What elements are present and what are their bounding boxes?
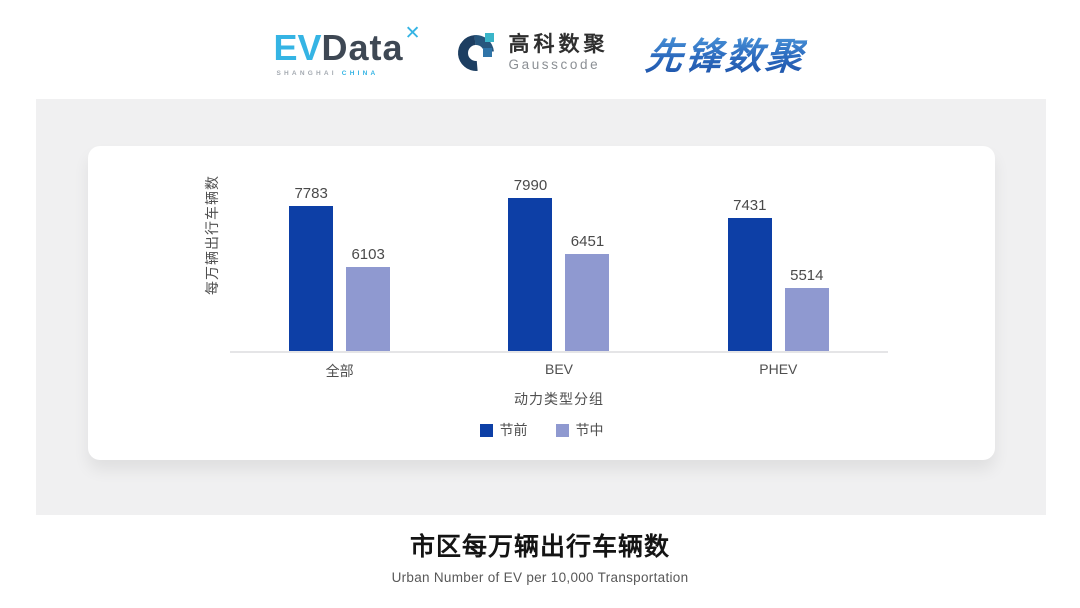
bar-value-label: 7431	[733, 197, 767, 214]
bar-value-label: 7783	[294, 185, 328, 202]
x-axis-categories: 全部 BEV PHEV	[230, 361, 888, 381]
legend-item-节中: 节中	[555, 420, 604, 440]
g-ring-square-teal	[485, 33, 495, 42]
g-ring-icon	[451, 27, 502, 79]
legend-label: 节前	[499, 422, 528, 438]
gausscode-wordmark: 高科数聚 Gausscode	[508, 32, 609, 72]
bar-group-全部: 7783 6103	[230, 185, 449, 351]
bar-value-label: 7990	[513, 177, 548, 194]
x-tick-label-全部: 全部	[325, 363, 354, 379]
gausscode-cn-text: 高科数聚	[508, 32, 609, 56]
legend: 节前 节中	[88, 420, 995, 440]
bar-rect	[565, 254, 610, 351]
bar-rect	[727, 218, 772, 351]
evdata-shanghai-text: SHANGHAI	[276, 69, 337, 77]
chart-subtitle: Urban Number of EV per 10,000 Transporta…	[391, 570, 689, 585]
bar-节前-PHEV: 7431	[727, 197, 772, 351]
bar-节前-全部: 7783	[289, 185, 334, 351]
bar-节中-全部: 6103	[346, 246, 391, 351]
gausscode-en-text: Gausscode	[508, 56, 601, 72]
legend-item-节前: 节前	[479, 420, 528, 440]
y-axis-label: 每万辆出行车辆数	[204, 175, 220, 295]
bar-value-label: 6103	[351, 246, 385, 263]
g-ring-square-blue	[483, 48, 493, 57]
chart-card: 每万辆出行车辆数 7783 6103 7990 6451 7431 5514 全部 BEV P…	[88, 146, 995, 460]
xianfeng-shuju-logo: 先锋数聚	[644, 26, 810, 80]
gausscode-logo: 高科数聚 Gausscode	[451, 27, 609, 79]
bar-value-label: 5514	[790, 267, 824, 284]
legend-label: 节中	[575, 422, 604, 438]
evdata-wordmark: EV Data ✕	[273, 24, 421, 68]
bar-rect	[508, 198, 553, 351]
footer: 市区每万辆出行车辆数 Urban Number of EV per 10,000…	[0, 527, 1080, 585]
x-tick-label-BEV: BEV	[544, 361, 573, 377]
bar-rect	[346, 267, 391, 351]
evdata-logo: EV Data ✕ SHANGHAI CHINA	[273, 24, 421, 77]
bar-group-PHEV: 7431 5514	[669, 185, 888, 351]
bar-rect	[784, 288, 829, 351]
evdata-data-text: Data	[321, 26, 404, 68]
x-star-icon: ✕	[404, 22, 421, 44]
header-logos: EV Data ✕ SHANGHAI CHINA 高科数聚 Gausscode 先锋…	[0, 16, 1080, 90]
bar-节中-PHEV: 5514	[784, 267, 829, 351]
evdata-china-text: CHINA	[341, 69, 379, 77]
bar-rect	[289, 206, 334, 351]
plot-area: 7783 6103 7990 6451 7431 5514	[230, 177, 888, 353]
evdata-ev-text: EV	[273, 26, 322, 68]
legend-swatch	[555, 423, 569, 437]
bar-value-label: 6451	[570, 233, 605, 250]
evdata-subtext: SHANGHAI CHINA	[274, 70, 379, 77]
x-tick-label-PHEV: PHEV	[759, 361, 798, 377]
chart-title: 市区每万辆出行车辆数	[409, 533, 670, 561]
bar-group-BEV: 7990 6451	[449, 177, 668, 351]
bar-节中-BEV: 6451	[565, 233, 610, 351]
chart-panel: 每万辆出行车辆数 7783 6103 7990 6451 7431 5514 全部 BEV P…	[36, 99, 1046, 515]
bar-节前-BEV: 7990	[508, 177, 553, 351]
legend-swatch	[479, 423, 493, 437]
x-axis-title: 动力类型分组	[514, 391, 604, 407]
